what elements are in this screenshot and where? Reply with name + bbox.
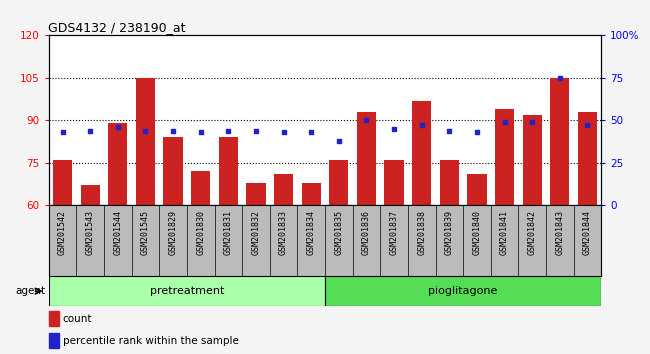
Text: GSM201832: GSM201832	[252, 210, 261, 255]
Bar	[136, 78, 155, 205]
Text: GSM201542: GSM201542	[58, 210, 67, 255]
Text: GSM201837: GSM201837	[389, 210, 398, 255]
Text: percentile rank within the sample: percentile rank within the sample	[62, 336, 239, 346]
Point	[57, 130, 68, 135]
Text: GSM201831: GSM201831	[224, 210, 233, 255]
Point	[417, 122, 427, 128]
Text: GSM201842: GSM201842	[528, 210, 537, 255]
Bar	[191, 171, 211, 205]
Text: pioglitagone: pioglitagone	[428, 286, 498, 296]
Point	[472, 130, 482, 135]
Bar	[274, 174, 293, 205]
Point	[499, 119, 510, 125]
Text: GDS4132 / 238190_at: GDS4132 / 238190_at	[48, 21, 186, 34]
Text: pretreatment: pretreatment	[150, 286, 224, 296]
Point	[85, 128, 96, 133]
Text: agent: agent	[16, 286, 46, 296]
Bar	[49, 333, 58, 348]
Text: GSM201844: GSM201844	[583, 210, 592, 255]
Point	[140, 128, 151, 133]
Bar	[550, 78, 569, 205]
Bar	[439, 160, 459, 205]
Point	[554, 75, 565, 81]
Bar	[523, 115, 542, 205]
Bar	[495, 109, 514, 205]
Point	[196, 130, 206, 135]
Bar	[53, 160, 72, 205]
Text: GSM201841: GSM201841	[500, 210, 509, 255]
Point	[306, 130, 317, 135]
Text: GSM201830: GSM201830	[196, 210, 205, 255]
Point	[278, 130, 289, 135]
Text: GSM201834: GSM201834	[307, 210, 316, 255]
Bar	[578, 112, 597, 205]
Bar	[325, 276, 601, 306]
Bar	[49, 276, 325, 306]
Bar	[302, 183, 321, 205]
Text: GSM201543: GSM201543	[86, 210, 95, 255]
Bar	[384, 160, 404, 205]
Bar	[412, 101, 432, 205]
Bar	[108, 123, 127, 205]
Text: count: count	[62, 314, 92, 324]
Text: GSM201843: GSM201843	[555, 210, 564, 255]
Point	[168, 128, 178, 133]
Bar	[81, 185, 100, 205]
Text: GSM201839: GSM201839	[445, 210, 454, 255]
Bar	[49, 311, 58, 326]
Bar	[357, 112, 376, 205]
Bar	[246, 183, 266, 205]
Bar	[329, 160, 348, 205]
Bar	[467, 174, 487, 205]
Text: GSM201835: GSM201835	[334, 210, 343, 255]
Text: GSM201544: GSM201544	[113, 210, 122, 255]
Point	[389, 126, 399, 132]
Point	[333, 138, 344, 144]
Text: GSM201829: GSM201829	[168, 210, 177, 255]
Text: GSM201836: GSM201836	[362, 210, 371, 255]
Point	[444, 128, 454, 133]
Point	[112, 124, 123, 130]
Point	[251, 128, 261, 133]
Point	[361, 118, 372, 123]
Bar	[163, 137, 183, 205]
Text: GSM201833: GSM201833	[279, 210, 288, 255]
Point	[582, 122, 593, 128]
Point	[223, 128, 233, 133]
Text: GSM201838: GSM201838	[417, 210, 426, 255]
Bar	[218, 137, 238, 205]
Text: GSM201545: GSM201545	[141, 210, 150, 255]
Point	[527, 119, 538, 125]
Text: GSM201840: GSM201840	[473, 210, 482, 255]
